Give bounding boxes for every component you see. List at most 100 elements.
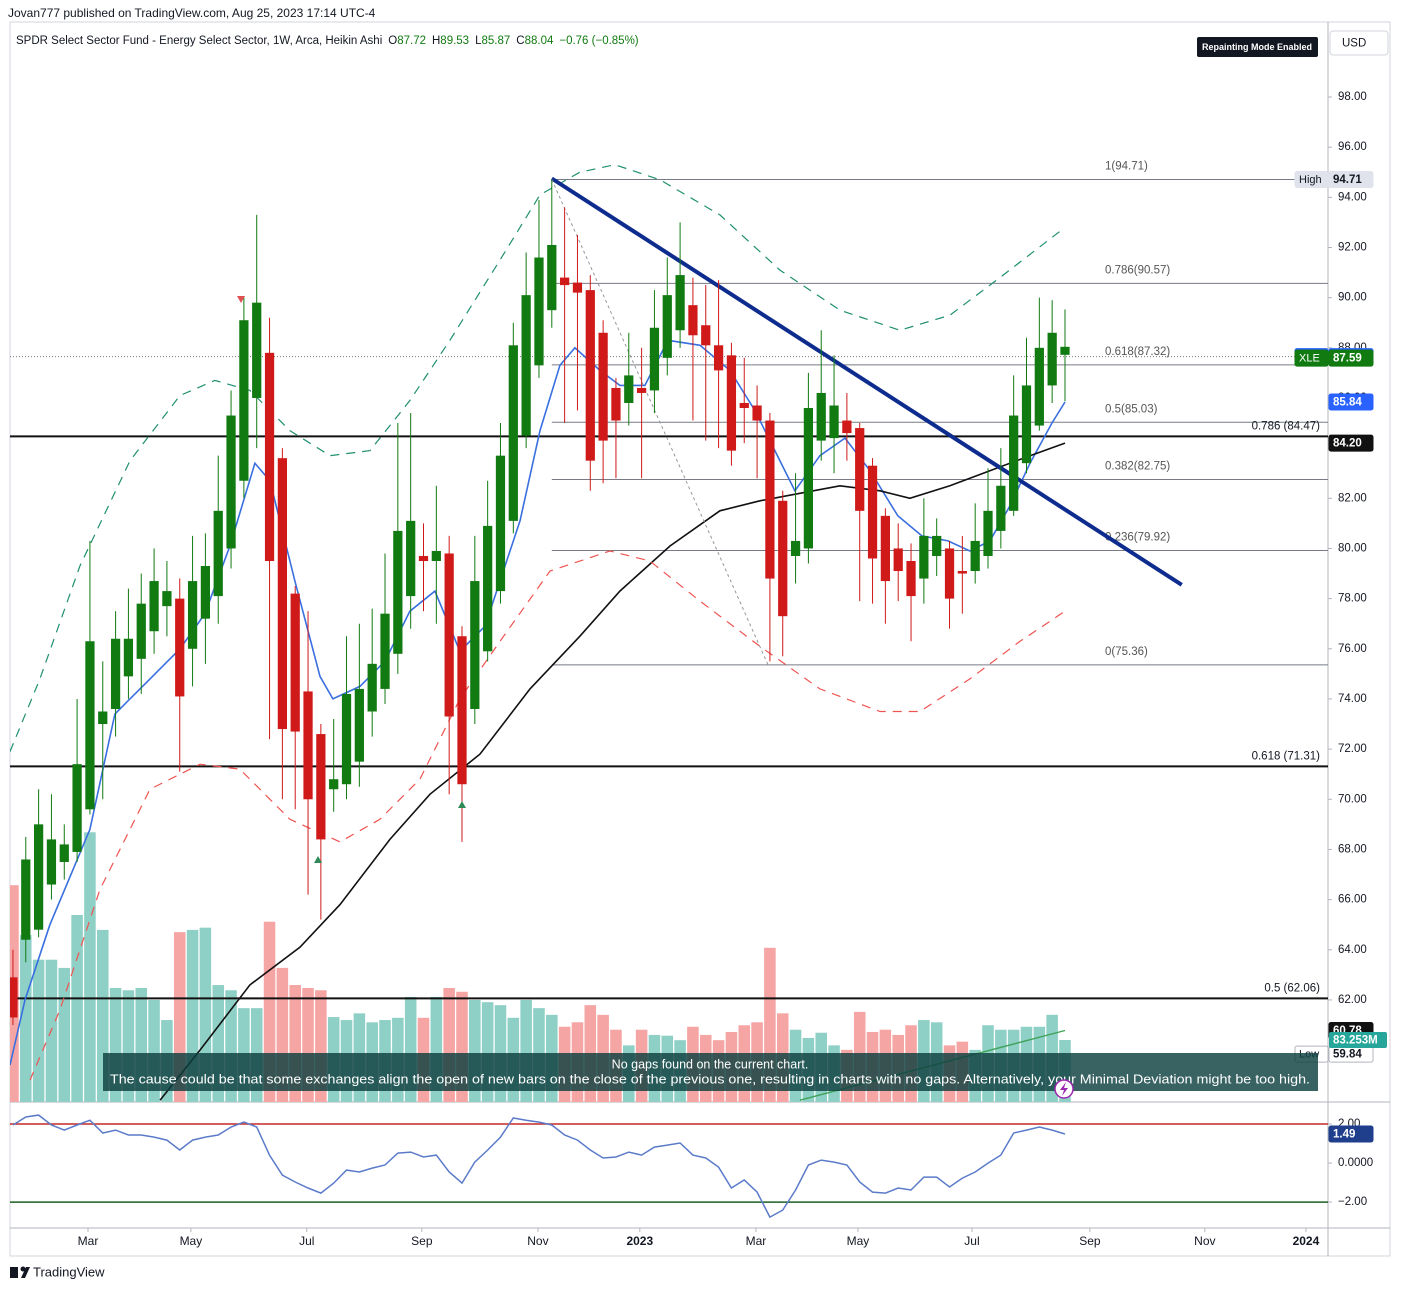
y-tick-label: 94.00 bbox=[1338, 191, 1367, 203]
candle-body bbox=[572, 282, 583, 293]
candle-body bbox=[880, 515, 890, 582]
candle-body bbox=[316, 734, 326, 840]
candle-body bbox=[33, 824, 44, 930]
candle-body bbox=[508, 345, 518, 521]
candle-body bbox=[790, 540, 801, 556]
volume-bar bbox=[276, 967, 289, 1102]
candle-body bbox=[1047, 332, 1057, 386]
candle-body bbox=[778, 500, 788, 617]
fib-label: 0.618 (71.31) bbox=[1252, 750, 1321, 762]
volume-bar bbox=[225, 990, 237, 1102]
y-tick-label: 90.00 bbox=[1338, 292, 1367, 304]
candle-body bbox=[290, 593, 300, 732]
candle-body bbox=[970, 540, 980, 572]
logo-mark bbox=[10, 1267, 18, 1278]
price-tag: 59.84 bbox=[1333, 1049, 1362, 1061]
candle-body bbox=[649, 327, 660, 391]
candle-body bbox=[855, 428, 865, 511]
candle-body bbox=[393, 530, 403, 654]
ohlc-value: 85.87 bbox=[481, 35, 511, 47]
x-tick-label: 2023 bbox=[626, 1234, 653, 1248]
trendline bbox=[551, 179, 769, 666]
x-tick-label: Mar bbox=[746, 1234, 767, 1248]
candle-body bbox=[688, 305, 698, 336]
candle-body bbox=[1021, 385, 1032, 464]
candle-body bbox=[932, 535, 942, 556]
candle-body bbox=[1009, 415, 1019, 511]
y-tick-label: 76.00 bbox=[1338, 643, 1367, 655]
candle-body bbox=[829, 405, 839, 439]
volume-bar bbox=[71, 915, 83, 1102]
x-tick-label: Jul bbox=[299, 1234, 314, 1248]
ohlc-key: H bbox=[431, 35, 441, 47]
candle-body bbox=[816, 392, 826, 441]
indicator-line bbox=[29, 550, 1066, 1081]
candle-body bbox=[547, 244, 557, 311]
candle-body bbox=[1034, 347, 1044, 426]
candle-body bbox=[367, 663, 377, 712]
ohlc-value: 88.04 bbox=[524, 35, 554, 47]
candle-body bbox=[59, 844, 69, 862]
candle-body bbox=[675, 275, 685, 331]
badge-text: Repainting Mode Enabled bbox=[1202, 42, 1312, 52]
volume-bar bbox=[32, 959, 45, 1102]
y-tick-label: 66.00 bbox=[1338, 894, 1367, 906]
candle-body bbox=[470, 581, 480, 709]
volume-bar bbox=[96, 929, 109, 1102]
candle-body bbox=[98, 711, 108, 725]
fib-label: 0.5(85.03) bbox=[1105, 403, 1158, 415]
y-tick-label: 72.00 bbox=[1338, 743, 1367, 755]
candle-body bbox=[867, 465, 878, 559]
chart-frame bbox=[9, 21, 1391, 1257]
publisher-header: Jovan777 published on TradingView.com, A… bbox=[8, 6, 376, 20]
candle-body bbox=[200, 566, 211, 619]
volume-bar bbox=[148, 999, 160, 1102]
lightning-glyph bbox=[1060, 1082, 1068, 1096]
volume-bar bbox=[20, 935, 32, 1102]
trendline bbox=[550, 176, 1183, 587]
x-tick-label: Nov bbox=[1194, 1234, 1215, 1248]
y-tick-label: 62.00 bbox=[1338, 994, 1367, 1006]
price-tag-box bbox=[1328, 349, 1374, 367]
candle-body bbox=[919, 535, 929, 579]
volume-bar bbox=[109, 988, 122, 1102]
x-tick-label: Mar bbox=[78, 1234, 99, 1248]
candle-body bbox=[996, 485, 1006, 531]
candle-body bbox=[957, 571, 967, 574]
ohlc-value: 89.53 bbox=[440, 35, 470, 47]
candle-body bbox=[149, 581, 159, 632]
price-tag: 87.59 bbox=[1333, 353, 1362, 365]
candle-body bbox=[418, 555, 429, 562]
candle-body bbox=[611, 387, 621, 421]
y-tick-label: 96.00 bbox=[1338, 141, 1367, 153]
candle-body bbox=[803, 408, 814, 549]
line-tag-box bbox=[1328, 393, 1374, 411]
candle-body bbox=[662, 295, 672, 358]
candle-body bbox=[123, 638, 134, 677]
candle-body bbox=[752, 405, 762, 421]
candle-body bbox=[906, 561, 916, 597]
volume-bar bbox=[135, 988, 148, 1102]
y-tick-label: 78.00 bbox=[1338, 593, 1367, 605]
price-tag-box bbox=[1328, 171, 1374, 189]
line-tag: 84.20 bbox=[1333, 438, 1362, 450]
volume-bar bbox=[430, 996, 443, 1102]
volume-bar bbox=[315, 990, 327, 1102]
line-tag-box bbox=[1328, 434, 1374, 452]
tag-name: XLE bbox=[1299, 353, 1320, 365]
y-tick-label: 70.00 bbox=[1338, 793, 1367, 805]
x-tick-label: Sep bbox=[411, 1234, 433, 1248]
candle-body bbox=[10, 977, 18, 1018]
currency-button[interactable] bbox=[1329, 30, 1389, 56]
currency: USD bbox=[1342, 38, 1366, 50]
oscillator-tag: 1.49 bbox=[1333, 1129, 1355, 1141]
ohlc-key: L bbox=[475, 35, 482, 47]
pivot-marker bbox=[314, 856, 322, 863]
fib-label: 0.618(87.32) bbox=[1105, 346, 1170, 358]
candle-body bbox=[983, 510, 993, 556]
x-tick-label: Sep bbox=[1079, 1234, 1101, 1248]
candle-body bbox=[521, 295, 531, 436]
y-tick-label: 80.00 bbox=[1338, 542, 1367, 554]
volume-bar bbox=[122, 990, 135, 1102]
volume-bar bbox=[199, 927, 212, 1102]
